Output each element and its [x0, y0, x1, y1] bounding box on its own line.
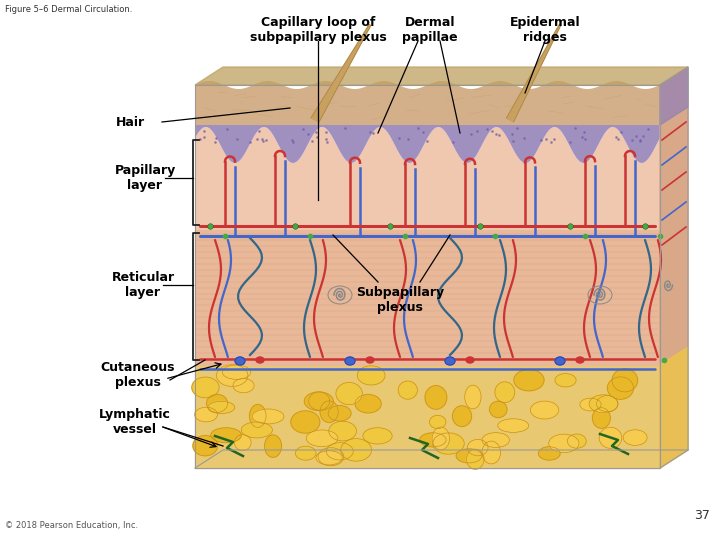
- Ellipse shape: [495, 382, 515, 403]
- Ellipse shape: [336, 382, 362, 404]
- Ellipse shape: [305, 392, 333, 410]
- Ellipse shape: [326, 443, 354, 460]
- Ellipse shape: [355, 395, 381, 413]
- Ellipse shape: [498, 418, 528, 433]
- Ellipse shape: [467, 449, 484, 469]
- Ellipse shape: [211, 428, 241, 443]
- Text: Dermal
papillae: Dermal papillae: [402, 16, 458, 44]
- Ellipse shape: [452, 406, 472, 427]
- Polygon shape: [660, 67, 688, 468]
- Ellipse shape: [366, 357, 374, 363]
- Ellipse shape: [576, 357, 584, 363]
- Ellipse shape: [195, 407, 217, 422]
- Ellipse shape: [207, 394, 228, 413]
- Ellipse shape: [363, 428, 392, 444]
- Ellipse shape: [456, 449, 482, 463]
- Polygon shape: [195, 67, 688, 85]
- Polygon shape: [195, 125, 660, 163]
- Ellipse shape: [531, 401, 559, 419]
- Polygon shape: [506, 25, 561, 122]
- Ellipse shape: [306, 430, 338, 447]
- Ellipse shape: [192, 377, 219, 398]
- Ellipse shape: [624, 430, 647, 446]
- Text: Hair: Hair: [116, 116, 145, 129]
- Polygon shape: [311, 24, 371, 122]
- Ellipse shape: [580, 398, 601, 411]
- Ellipse shape: [555, 374, 576, 387]
- Polygon shape: [195, 127, 660, 230]
- Ellipse shape: [593, 408, 611, 428]
- Ellipse shape: [193, 436, 217, 456]
- Ellipse shape: [235, 357, 245, 365]
- Ellipse shape: [316, 451, 342, 465]
- Ellipse shape: [467, 440, 488, 456]
- Ellipse shape: [357, 366, 385, 385]
- Text: Subpapillary
plexus: Subpapillary plexus: [356, 286, 444, 314]
- Ellipse shape: [490, 401, 507, 417]
- Ellipse shape: [589, 395, 618, 413]
- Text: Lymphatic
vessel: Lymphatic vessel: [99, 408, 171, 436]
- Polygon shape: [660, 347, 688, 468]
- Ellipse shape: [425, 386, 447, 409]
- Ellipse shape: [250, 404, 266, 427]
- Ellipse shape: [233, 379, 254, 393]
- Ellipse shape: [597, 396, 618, 411]
- Ellipse shape: [466, 357, 474, 363]
- Text: © 2018 Pearson Education, Inc.: © 2018 Pearson Education, Inc.: [5, 521, 138, 530]
- Ellipse shape: [482, 433, 510, 448]
- Ellipse shape: [539, 447, 560, 460]
- Polygon shape: [195, 81, 660, 125]
- Text: Reticular
layer: Reticular layer: [112, 271, 174, 299]
- Ellipse shape: [345, 357, 355, 365]
- Ellipse shape: [432, 427, 449, 450]
- Ellipse shape: [256, 357, 264, 363]
- Ellipse shape: [328, 406, 351, 421]
- Ellipse shape: [252, 409, 284, 424]
- Ellipse shape: [555, 357, 565, 365]
- Ellipse shape: [208, 401, 235, 414]
- Ellipse shape: [329, 421, 356, 441]
- Ellipse shape: [341, 438, 372, 461]
- Text: Figure 5–6 Dermal Circulation.: Figure 5–6 Dermal Circulation.: [5, 5, 132, 14]
- Ellipse shape: [235, 435, 251, 450]
- Ellipse shape: [433, 433, 464, 454]
- Ellipse shape: [420, 433, 446, 447]
- Ellipse shape: [264, 435, 282, 457]
- Ellipse shape: [567, 434, 586, 448]
- Ellipse shape: [320, 401, 338, 422]
- Ellipse shape: [482, 441, 500, 464]
- Polygon shape: [660, 67, 688, 125]
- Ellipse shape: [612, 369, 638, 392]
- Ellipse shape: [318, 448, 343, 465]
- Ellipse shape: [599, 427, 622, 448]
- Ellipse shape: [217, 364, 248, 387]
- Text: Cutaneous
plexus: Cutaneous plexus: [101, 361, 175, 389]
- Ellipse shape: [430, 415, 446, 429]
- Ellipse shape: [608, 377, 634, 399]
- Ellipse shape: [549, 434, 579, 453]
- Ellipse shape: [291, 411, 320, 433]
- Polygon shape: [195, 365, 660, 468]
- Ellipse shape: [464, 385, 481, 409]
- Text: Papillary
layer: Papillary layer: [114, 164, 176, 192]
- Ellipse shape: [514, 369, 544, 391]
- Text: Capillary loop of
subpapillary plexus: Capillary loop of subpapillary plexus: [250, 16, 387, 44]
- Ellipse shape: [241, 422, 272, 438]
- Polygon shape: [195, 230, 660, 365]
- Ellipse shape: [222, 365, 251, 380]
- Text: Epidermal
ridges: Epidermal ridges: [510, 16, 580, 44]
- Ellipse shape: [398, 381, 418, 399]
- Text: 37: 37: [694, 509, 710, 522]
- Ellipse shape: [309, 392, 330, 410]
- Ellipse shape: [295, 446, 316, 460]
- Ellipse shape: [445, 357, 455, 365]
